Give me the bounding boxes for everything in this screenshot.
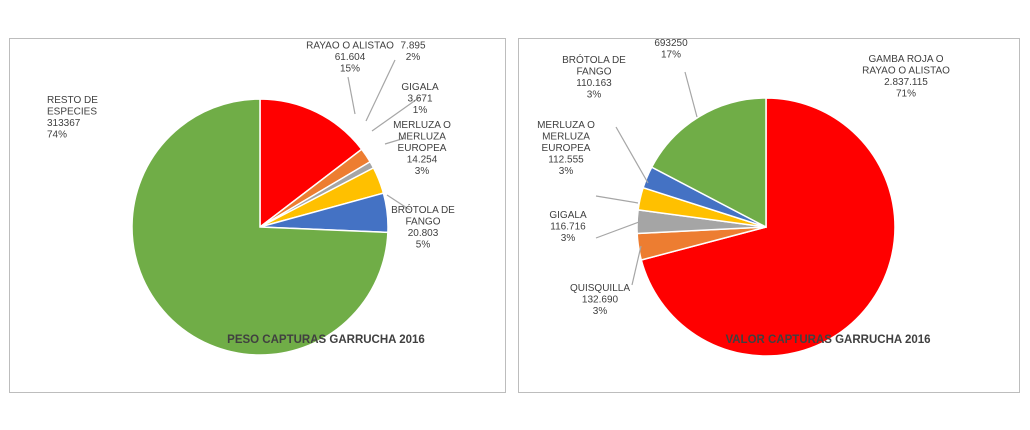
data-label-merluza-o-merluza-europea: MERLUZA O MERLUZA EUROPEA 112.555 3% (537, 120, 595, 177)
data-label-resto-de-especies: RESTO DE ESPECIES 313367 74% (47, 95, 98, 141)
chart-panel-valor: GAMBA ROJA O RAYAO O ALISTAO 2.837.115 71% Q… (518, 38, 1020, 393)
data-label-gigala: GIGALA 3.671 1% (401, 82, 439, 116)
chart-title: PESO CAPTURAS GARRUCHA 2016 (227, 334, 425, 346)
leader-line-gamba-roja-o-rayao-o-alistao (347, 76, 356, 115)
leader-line-resto-de-especies (684, 71, 698, 118)
data-label-gamba-roja-o-rayao-o-alistao: GAMBA ROJA O RAYAO O ALISTAO 2.837.115 71% (862, 54, 950, 100)
leader-line-gigala (595, 221, 640, 239)
leader-line-brotola-de-fango (386, 194, 411, 211)
data-label-gigala: GIGALA 116.716 3% (549, 210, 587, 244)
chart-title: VALOR CAPTURAS GARRUCHA 2016 (725, 334, 930, 346)
data-label-quisquilla: QUISQUILLA 132.690 3% (570, 283, 630, 317)
data-label-brotola-de-fango: BRÓTOLA DE FANGO 110.163 3% (562, 53, 626, 101)
pie-slice-resto-de-especies (650, 97, 767, 229)
pie-slice-gamba-roja-o-rayao-o-alistao (259, 98, 363, 229)
leader-line-merluza-o-merluza-europea (595, 195, 639, 204)
leader-line-quisquilla (365, 59, 396, 122)
data-label-brotola-de-fango: BRÓTOLA DE FANGO 20.803 5% (391, 203, 455, 251)
pie-slice-resto-de-especies (131, 98, 389, 356)
pie-chart-valor: GAMBA ROJA O RAYAO O ALISTAO 2.837.115 71% Q… (537, 39, 950, 357)
leader-line-quisquilla (631, 245, 642, 286)
data-label-merluza-o-merluza-europea: MERLUZA O MERLUZA EUROPEA 14.254 3% (393, 120, 451, 177)
leader-line-gigala (371, 96, 421, 132)
data-label-resto-de-especies: RESTO DEESPECIES69325017% (646, 39, 697, 61)
leader-line-brotola-de-fango (615, 126, 649, 184)
leader-line-merluza-o-merluza-europea (384, 137, 406, 145)
pie-slice-gamba-roja-o-rayao-o-alistao (640, 97, 896, 357)
